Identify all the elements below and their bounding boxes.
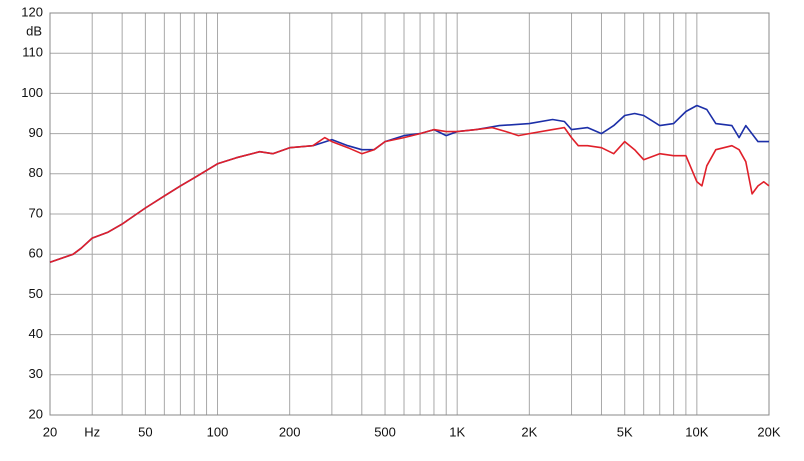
- y-tick-label: 110: [22, 45, 43, 60]
- y-tick-label: 90: [29, 125, 43, 140]
- x-tick-label: 5K: [617, 424, 633, 439]
- x-tick-label: 200: [279, 424, 301, 439]
- plot-frame: [49, 12, 770, 416]
- x-tick-label: 20: [43, 424, 57, 439]
- y-tick-label: 120: [21, 4, 43, 19]
- series-line: [49, 126, 770, 263]
- x-tick-label: 20K: [757, 424, 780, 439]
- x-tick-label: 50: [138, 424, 152, 439]
- y-axis-label: dB: [26, 23, 42, 38]
- y-tick-label: 70: [29, 205, 43, 220]
- x-tick-label: 500: [374, 424, 396, 439]
- y-tick-label: 30: [29, 366, 43, 381]
- y-tick-label: 50: [29, 286, 43, 301]
- x-tick-label: 1K: [449, 424, 465, 439]
- y-tick-label: 20: [29, 406, 43, 421]
- y-tick-label: 100: [21, 85, 43, 100]
- y-tick-label: 40: [29, 326, 43, 341]
- x-tick-label: 10K: [685, 424, 708, 439]
- x-tick-label: 2K: [521, 424, 537, 439]
- y-tick-label: 80: [29, 165, 43, 180]
- x-tick-label: 100: [207, 424, 229, 439]
- y-tick-label: 60: [29, 246, 43, 261]
- x-tick-label: Hz: [84, 424, 100, 439]
